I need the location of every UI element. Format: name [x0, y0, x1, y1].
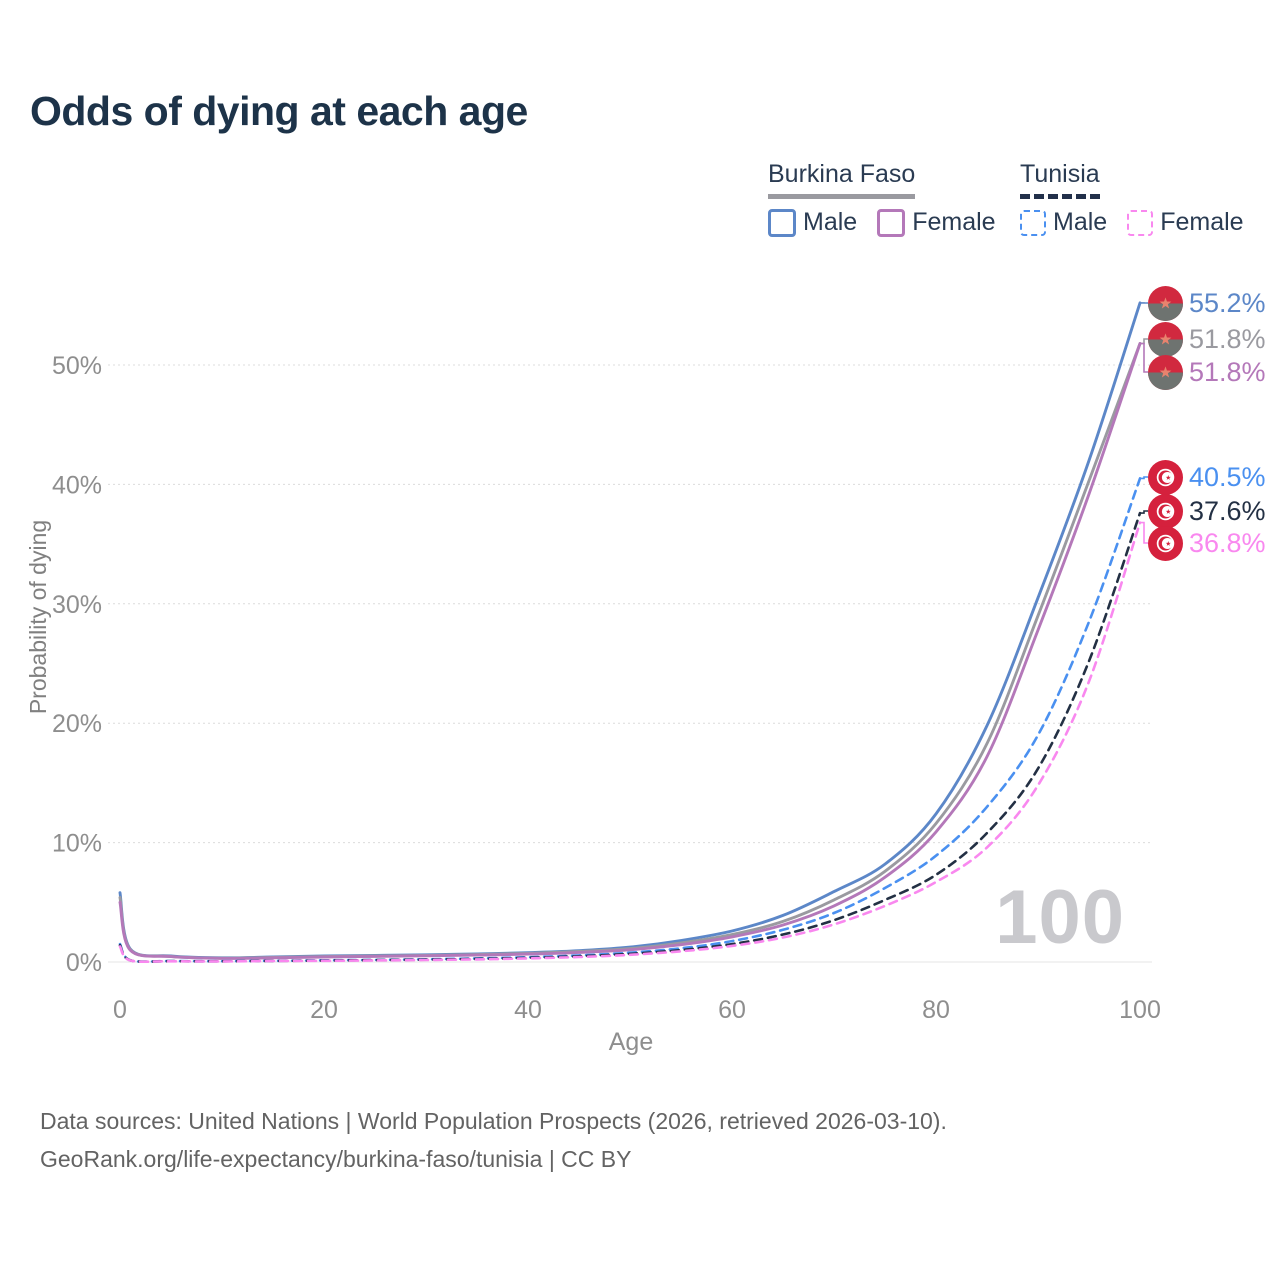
footer-data-sources: Data sources: United Nations | World Pop…	[40, 1108, 947, 1134]
x-tick-label: 100	[1119, 996, 1161, 1024]
x-tick-label: 20	[310, 996, 338, 1024]
x-axis-title: Age	[609, 1028, 653, 1056]
end-value: 37.6%	[1189, 495, 1266, 526]
end-label-bf-female: 51.8%	[1148, 354, 1266, 390]
end-label-bf-male: 55.2%	[1148, 285, 1266, 321]
legend-label-tn-female: Female	[1160, 208, 1244, 236]
legend-label-bf-male: Male	[803, 208, 858, 236]
y-tick-label: 0%	[66, 949, 102, 977]
age-cursor-watermark: 100	[995, 875, 1125, 960]
end-label-connector	[1140, 510, 1148, 514]
legend-item-tn-female[interactable]: Female	[1127, 208, 1244, 237]
end-label-tn-female: 36.8%	[1148, 525, 1266, 561]
checkbox-bf-female-icon[interactable]	[877, 208, 906, 237]
checkbox-tn-male-icon[interactable]	[1020, 209, 1046, 236]
x-tick-label: 0	[113, 996, 127, 1024]
y-tick-label: 20%	[52, 710, 102, 738]
legend-group-burkina-faso: Burkina Faso Male Female	[768, 160, 1016, 237]
chart-title: Odds of dying at each age	[30, 88, 528, 134]
legend-label-tn-male: Male	[1053, 208, 1108, 236]
tunisia-flag-icon	[1148, 493, 1183, 529]
end-value: 36.8%	[1189, 527, 1266, 558]
series-line-1	[118, 301, 1142, 960]
burkina-faso-flag-icon	[1148, 354, 1183, 390]
legend-items-burkina-faso: Male Female	[768, 208, 1016, 237]
footer-attribution: GeoRank.org/life-expectancy/burkina-faso…	[40, 1146, 632, 1172]
end-label-connector	[1140, 342, 1148, 373]
end-value: 40.5%	[1189, 461, 1266, 492]
burkina-faso-flag-icon	[1148, 321, 1183, 357]
end-label-connector	[1140, 476, 1148, 480]
y-tick-label: 30%	[52, 591, 102, 619]
end-value: 51.8%	[1189, 323, 1266, 354]
x-tick-label: 80	[922, 996, 950, 1024]
y-tick-label: 50%	[52, 352, 102, 380]
tunisia-flag-icon	[1148, 525, 1183, 561]
legend-item-bf-male[interactable]: Male	[768, 208, 857, 237]
series-line-2	[118, 342, 1142, 960]
end-value: 55.2%	[1189, 287, 1266, 318]
legend-item-tn-male[interactable]: Male	[1020, 208, 1107, 237]
legend-group-tunisia: Tunisia Male Female	[1020, 160, 1264, 237]
legend-item-bf-female[interactable]: Female	[877, 208, 996, 237]
checkbox-bf-male-icon[interactable]	[768, 208, 796, 237]
end-value: 51.8%	[1189, 356, 1266, 387]
checkbox-tn-female-icon[interactable]	[1127, 209, 1154, 236]
end-label-tn-male: 40.5%	[1148, 459, 1266, 495]
end-label-tn-total: 37.6%	[1148, 493, 1266, 529]
end-label-bf-total: 51.8%	[1148, 321, 1266, 357]
tunisia-flag-icon	[1148, 459, 1183, 495]
y-tick-label: 40%	[52, 471, 102, 499]
x-tick-label: 40	[514, 996, 542, 1024]
y-axis-title: Probability of dying	[25, 520, 51, 714]
x-tick-label: 60	[718, 996, 746, 1024]
legend-label-bf-female: Female	[912, 208, 996, 236]
series-line-3	[118, 342, 1142, 960]
burkina-faso-flag-icon	[1148, 285, 1183, 321]
series-line-6	[118, 521, 1142, 964]
legend-items-tunisia: Male Female	[1020, 208, 1264, 237]
legend-country-burkina-faso[interactable]: Burkina Faso	[768, 160, 916, 199]
y-tick-label: 10%	[52, 830, 102, 858]
end-label-connector	[1140, 521, 1148, 544]
legend-country-tunisia[interactable]: Tunisia	[1020, 160, 1100, 199]
line-chart: 0% 10% 20% 30% 40% 50% 0 20 40 60 80 100 Age Probabil…	[25, 301, 1161, 1056]
